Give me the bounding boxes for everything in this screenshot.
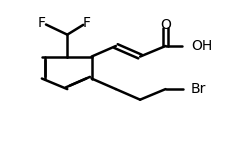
Text: F: F bbox=[38, 16, 46, 30]
Text: F: F bbox=[83, 16, 91, 30]
Text: OH: OH bbox=[191, 39, 212, 53]
Text: Br: Br bbox=[191, 82, 206, 96]
Text: O: O bbox=[160, 18, 171, 32]
